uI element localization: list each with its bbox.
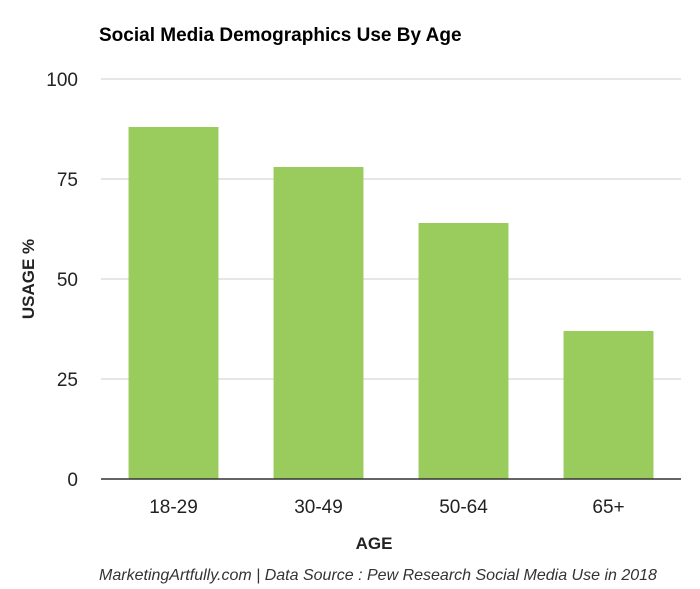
x-tick-label: 65+: [592, 497, 624, 518]
y-tick-label: 50: [57, 270, 78, 291]
bar-50-64: [418, 223, 509, 479]
source-caption: MarketingArtfully.com | Data Source : Pe…: [99, 567, 657, 584]
bar-18-29: [128, 127, 219, 479]
y-tick-label: 25: [57, 370, 78, 391]
chart-title: Social Media Demographics Use By Age: [99, 25, 462, 46]
x-tick-label: 50-64: [439, 497, 488, 518]
y-tick-label: 75: [57, 170, 78, 191]
y-tick-label: 100: [46, 70, 78, 91]
y-axis-ticks: 0 25 50 75 100: [46, 70, 78, 491]
bars: [128, 127, 654, 479]
x-tick-label: 18-29: [149, 497, 198, 518]
x-axis-title: AGE: [356, 534, 393, 553]
bar-65+: [563, 331, 654, 479]
x-axis-ticks: 18-29 30-49 50-64 65+: [149, 497, 624, 518]
y-tick-label: 0: [67, 470, 78, 491]
bar-30-49: [273, 167, 364, 479]
y-axis-title: USAGE %: [19, 239, 38, 319]
x-tick-label: 30-49: [294, 497, 343, 518]
